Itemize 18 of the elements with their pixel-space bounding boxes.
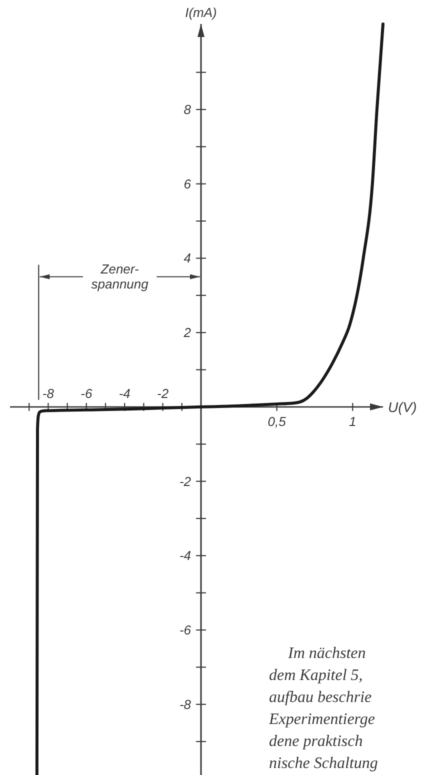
x-tick-label: -4 [118, 386, 130, 401]
y-tick-label: 2 [182, 325, 192, 340]
y-tick-label: 8 [184, 102, 192, 118]
x-tick-label: -8 [42, 386, 55, 401]
y-tick-label: -4 [179, 548, 191, 564]
y-tick-label: 6 [184, 176, 192, 192]
y-axis-title: I(mA) [185, 5, 217, 20]
x-tick-label: 0,5 [268, 414, 287, 429]
x-axis-title: U(V) [388, 398, 417, 415]
x-tick-label: 1 [349, 414, 356, 429]
annotation: Im nächsten dem Kapitel 5, aufbau beschrie Experimentierge dene praktisch nische Schaltung [268, 645, 378, 772]
x-tick-label: -2 [157, 386, 170, 401]
y-tick-label: 4 [184, 250, 191, 266]
ref-line-label: Zener- spannung [91, 262, 150, 292]
y-tick-label: -6 [179, 622, 192, 638]
x-tick-label: -6 [80, 386, 93, 401]
y-tick-label: -2 [179, 474, 192, 489]
y-tick-label: -8 [179, 696, 192, 712]
